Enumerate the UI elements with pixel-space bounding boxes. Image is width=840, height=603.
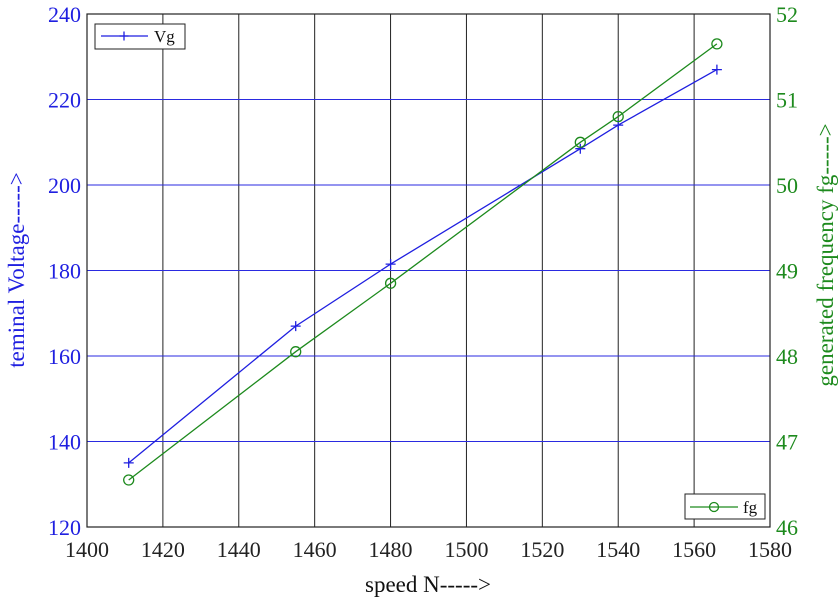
legend-fg-marker — [708, 501, 720, 513]
series-fg-point — [384, 277, 397, 289]
x-tick-label: 1460 — [293, 537, 337, 562]
legend-fg: fg — [684, 493, 766, 520]
series-vg-point — [123, 457, 134, 468]
y-left-tick-label: 180 — [48, 259, 81, 284]
y-axis-label-left: teminal Voltage-----> — [4, 172, 29, 367]
series-fg-point — [574, 136, 586, 148]
x-tick-label: 1480 — [369, 537, 413, 562]
y-right-tick-label: 47 — [776, 430, 798, 455]
series-vg-point — [385, 259, 396, 270]
series-fg-line — [128, 43, 718, 481]
series-vg-point — [290, 321, 301, 332]
y-right-tick-label: 46 — [776, 515, 798, 540]
y-left-tick-label: 200 — [48, 173, 81, 198]
tick-labels: 1400 1420 1440 1460 1480 1500 1520 1540 1560 1580… — [48, 2, 798, 562]
grid-layer — [87, 14, 770, 527]
y-left-tick-label: 140 — [48, 430, 81, 455]
y-right-tick-label: 52 — [776, 2, 798, 27]
y-right-tick-label: 50 — [776, 173, 798, 198]
series-fg-point — [290, 346, 302, 358]
x-tick-label: 1580 — [748, 537, 792, 562]
y-left-tick-label: 120 — [48, 515, 81, 540]
series-vg-line — [128, 69, 718, 464]
series-fg-point — [711, 38, 723, 50]
series-vg-point — [575, 143, 586, 154]
y-right-tick-label: 49 — [776, 259, 798, 284]
series-layer — [123, 38, 723, 486]
x-tick-label: 1520 — [520, 537, 564, 562]
y-right-tick-label: 51 — [776, 88, 798, 113]
series-fg-point — [612, 110, 624, 123]
x-tick-label: 1540 — [596, 537, 640, 562]
x-tick-label: 1440 — [217, 537, 261, 562]
legend-vg-label: Vg — [154, 27, 175, 46]
x-axis-label: speed N-----> — [365, 572, 491, 597]
y-left-tick-label: 240 — [48, 2, 81, 27]
series-vg-point — [711, 64, 722, 75]
x-tick-label: 1400 — [65, 537, 109, 562]
y-axis-label-right: generated frequency fg-----> — [813, 123, 838, 386]
legend-fg-label: fg — [743, 498, 758, 517]
y-left-tick-label: 160 — [48, 344, 81, 369]
legend-vg-marker — [119, 31, 129, 41]
x-tick-label: 1500 — [444, 537, 488, 562]
series-fg-point — [123, 474, 135, 486]
y-right-tick-label: 48 — [776, 344, 798, 369]
x-tick-label: 1420 — [141, 537, 185, 562]
y-left-tick-label: 220 — [48, 88, 81, 113]
x-tick-label: 1560 — [672, 537, 716, 562]
legend-vg: Vg — [94, 23, 186, 50]
plot-area-frame — [86, 13, 771, 528]
